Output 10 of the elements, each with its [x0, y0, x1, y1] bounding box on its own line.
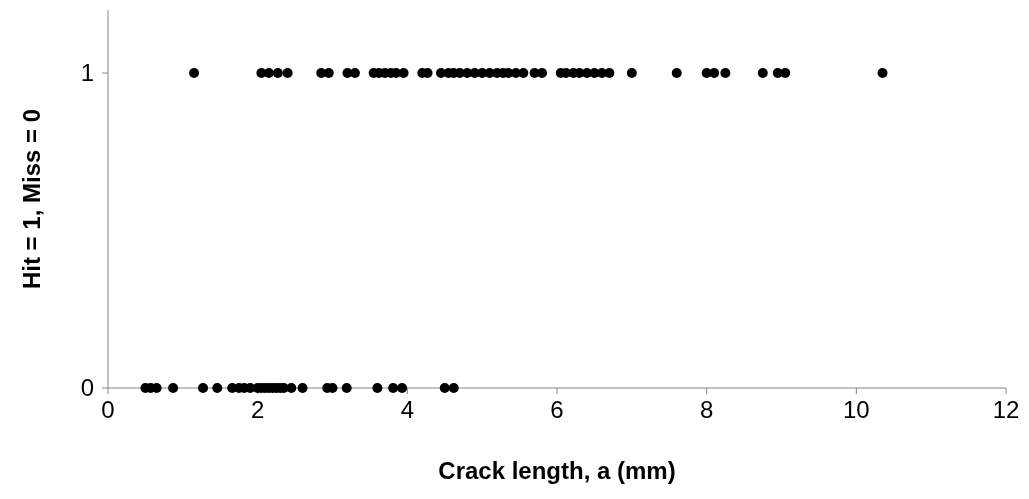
- x-tick-label: 2: [250, 396, 265, 423]
- x-tick-label: 6: [550, 396, 564, 423]
- x-tick-label: 0: [101, 396, 115, 423]
- x-tick-label: 4: [400, 396, 415, 423]
- x-axis-title: Crack length, a (mm): [438, 457, 676, 484]
- x-tick-label: 10: [842, 396, 870, 423]
- x-tick-label: 8: [699, 396, 714, 423]
- y-tick-label: 1: [80, 59, 94, 87]
- x-tick-label: 12: [992, 396, 1020, 423]
- y-axis-title: Hit = 1, Miss = 0: [18, 108, 45, 290]
